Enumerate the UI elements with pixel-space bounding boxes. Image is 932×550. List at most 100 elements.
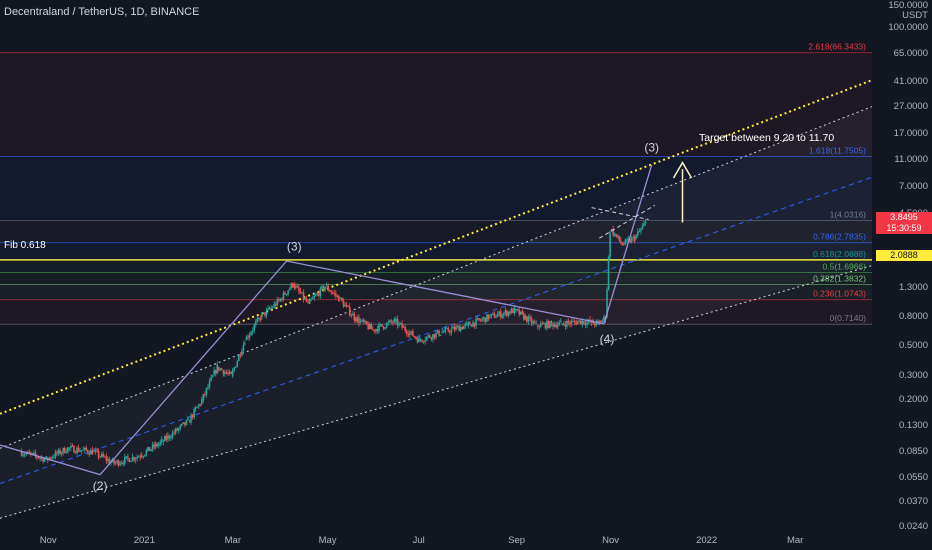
candle-body	[640, 229, 642, 232]
candle-body	[245, 336, 248, 340]
candle-body	[442, 331, 445, 333]
candle-body	[219, 368, 222, 371]
price-tick-label: 0.0370	[898, 495, 928, 507]
candle-body	[37, 457, 40, 459]
candle-body	[376, 329, 379, 332]
candle-body	[83, 447, 86, 450]
candle-body	[630, 238, 633, 243]
candle-body	[470, 325, 473, 327]
candle-body	[290, 283, 292, 289]
candle-body	[515, 309, 517, 311]
candle-body	[455, 326, 457, 330]
candle-body	[413, 336, 416, 338]
candle-body	[99, 456, 101, 458]
candle-body	[527, 316, 530, 322]
candle-body	[378, 324, 380, 332]
candle-body	[316, 293, 319, 295]
dashed-guide-upper	[599, 204, 656, 239]
candle-body	[556, 324, 559, 328]
candle-body	[322, 286, 325, 290]
candle-body	[392, 322, 394, 324]
candle-body	[50, 457, 52, 459]
candle-body	[638, 231, 641, 233]
candle-body	[305, 298, 308, 302]
candle-body	[222, 370, 225, 375]
candle-body	[439, 334, 442, 336]
candle-body	[77, 447, 80, 452]
candle-body	[405, 330, 408, 334]
candle-body	[550, 321, 553, 324]
candle-body	[63, 447, 66, 453]
candle-body	[274, 303, 277, 306]
candle-body	[635, 235, 638, 239]
candle-body	[553, 324, 556, 327]
candle-body	[353, 313, 356, 321]
candle-body	[93, 451, 95, 453]
candle-body	[193, 409, 195, 418]
candle-body	[108, 459, 111, 463]
wave-label: (3)	[644, 140, 659, 154]
candle-body	[427, 335, 430, 337]
candle-body	[114, 462, 117, 464]
candle-body	[347, 305, 349, 307]
candle-body	[264, 312, 266, 316]
candle-body	[201, 399, 203, 405]
candle-body	[429, 335, 431, 338]
candle-body	[601, 319, 604, 323]
candle-body	[533, 321, 536, 323]
candle-body	[207, 387, 209, 389]
candle-body	[430, 337, 433, 340]
candle-body	[620, 240, 622, 243]
candle-body	[331, 292, 334, 294]
candle-body	[281, 298, 283, 301]
candle-body	[113, 459, 115, 464]
candle-body	[632, 236, 635, 239]
candle-body	[39, 457, 41, 459]
candle-body	[596, 320, 599, 322]
candle-body	[94, 450, 97, 452]
candle-body	[273, 303, 276, 308]
elliott-wave: (2) (3) (4) (3)	[0, 140, 693, 493]
candle-body	[51, 457, 54, 459]
time-tick-label: 2021	[133, 535, 155, 546]
candle-body	[633, 236, 636, 242]
candle-body	[478, 318, 480, 320]
symbol-title[interactable]: Decentraland / TetherUS, 1D, BINANCE	[4, 6, 200, 18]
candle-body	[558, 322, 561, 325]
candle-body	[190, 414, 192, 423]
candle-body	[234, 366, 237, 368]
candle-body	[404, 326, 406, 331]
fib-level-label: 0(0.7140)	[830, 313, 867, 323]
candle-body	[142, 456, 145, 458]
candle-body	[140, 455, 143, 457]
candle-body	[288, 288, 291, 291]
candle-body	[538, 326, 541, 328]
price-axis[interactable]: 150.0000 USDT 100.0000 65.0000 41.0000 27.0…	[872, 0, 932, 532]
time-axis[interactable]: Nov 2021 Mar May Jul Sep Nov 2022 Mar	[0, 530, 932, 550]
candle-body	[182, 422, 185, 424]
candle-body	[523, 313, 525, 320]
candle-body	[399, 323, 402, 325]
candle-body	[259, 318, 262, 320]
candle-body	[239, 354, 242, 356]
price-tick-label: 41.0000	[893, 75, 928, 87]
price-tick-label: 0.3000	[898, 370, 928, 382]
candle-body	[254, 321, 257, 326]
fib-level-label: 2.618(66.3433)	[808, 42, 866, 52]
fib-left-label: Fib 0.618	[4, 240, 46, 251]
candle-body	[526, 316, 528, 322]
candle-body	[407, 333, 410, 336]
candle-body	[412, 331, 414, 337]
candle-body	[422, 341, 425, 343]
candle-body	[416, 338, 419, 343]
candle-body	[191, 414, 194, 418]
candle-body	[96, 450, 98, 452]
candle-body	[627, 238, 630, 240]
current-price-tag: 3.8495 15:30:59	[876, 212, 932, 234]
candle-body	[518, 309, 520, 315]
candle-body	[535, 322, 537, 324]
candle-body	[60, 452, 63, 454]
candle-body	[48, 457, 51, 460]
candle-body	[541, 323, 544, 325]
